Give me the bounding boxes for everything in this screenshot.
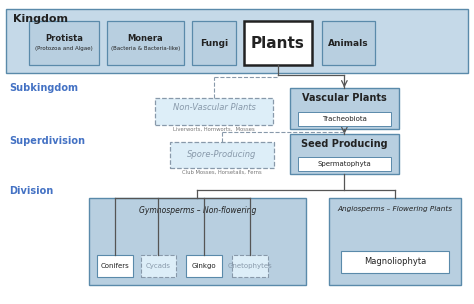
FancyBboxPatch shape (141, 255, 176, 277)
FancyBboxPatch shape (244, 21, 311, 65)
Text: Monera: Monera (128, 33, 164, 43)
Text: Protista: Protista (45, 33, 83, 43)
FancyBboxPatch shape (329, 198, 461, 285)
Text: Non-Vascular Plants: Non-Vascular Plants (173, 103, 255, 112)
Text: Spermatophyta: Spermatophyta (318, 161, 371, 167)
Text: (Protozoa and Algae): (Protozoa and Algae) (35, 47, 93, 51)
FancyBboxPatch shape (186, 255, 222, 277)
FancyBboxPatch shape (232, 255, 268, 277)
FancyBboxPatch shape (6, 9, 468, 73)
FancyBboxPatch shape (89, 198, 306, 285)
Text: (Bacteria & Bacteria-like): (Bacteria & Bacteria-like) (111, 47, 180, 51)
Text: Fungi: Fungi (200, 39, 228, 47)
Text: Gymnosperms – Non-flowering: Gymnosperms – Non-flowering (138, 206, 256, 215)
Text: Vascular Plants: Vascular Plants (302, 92, 387, 102)
Text: Club Mosses, Horsetails, Ferns: Club Mosses, Horsetails, Ferns (182, 170, 262, 175)
Text: Seed Producing: Seed Producing (301, 139, 388, 149)
Text: Conifers: Conifers (100, 263, 129, 269)
FancyBboxPatch shape (298, 157, 391, 171)
Text: Kingdom: Kingdom (13, 14, 68, 24)
FancyBboxPatch shape (107, 21, 184, 65)
FancyBboxPatch shape (290, 134, 399, 174)
Text: Cycads: Cycads (146, 263, 171, 269)
FancyBboxPatch shape (298, 112, 391, 126)
Text: Subkingdom: Subkingdom (9, 83, 78, 93)
FancyBboxPatch shape (170, 142, 274, 168)
Text: Spore-Producing: Spore-Producing (187, 150, 257, 160)
FancyBboxPatch shape (97, 255, 133, 277)
FancyBboxPatch shape (155, 98, 273, 125)
FancyBboxPatch shape (290, 88, 399, 129)
FancyBboxPatch shape (321, 21, 375, 65)
Text: Division: Division (9, 186, 54, 196)
Text: Liverworts, Hornworts,  Mosses: Liverworts, Hornworts, Mosses (173, 127, 255, 132)
FancyBboxPatch shape (29, 21, 99, 65)
FancyBboxPatch shape (192, 21, 236, 65)
Text: Ginkgo: Ginkgo (192, 263, 217, 269)
Text: Animals: Animals (328, 39, 369, 47)
Text: Superdivision: Superdivision (9, 136, 85, 146)
Text: Gnetophytes: Gnetophytes (228, 263, 272, 269)
Text: Plants: Plants (251, 36, 305, 50)
FancyBboxPatch shape (341, 251, 449, 273)
Text: Angiosperms – Flowering Plants: Angiosperms – Flowering Plants (337, 206, 453, 212)
Text: Magnoliophyta: Magnoliophyta (364, 257, 426, 267)
Text: Tracheobiota: Tracheobiota (322, 116, 367, 122)
